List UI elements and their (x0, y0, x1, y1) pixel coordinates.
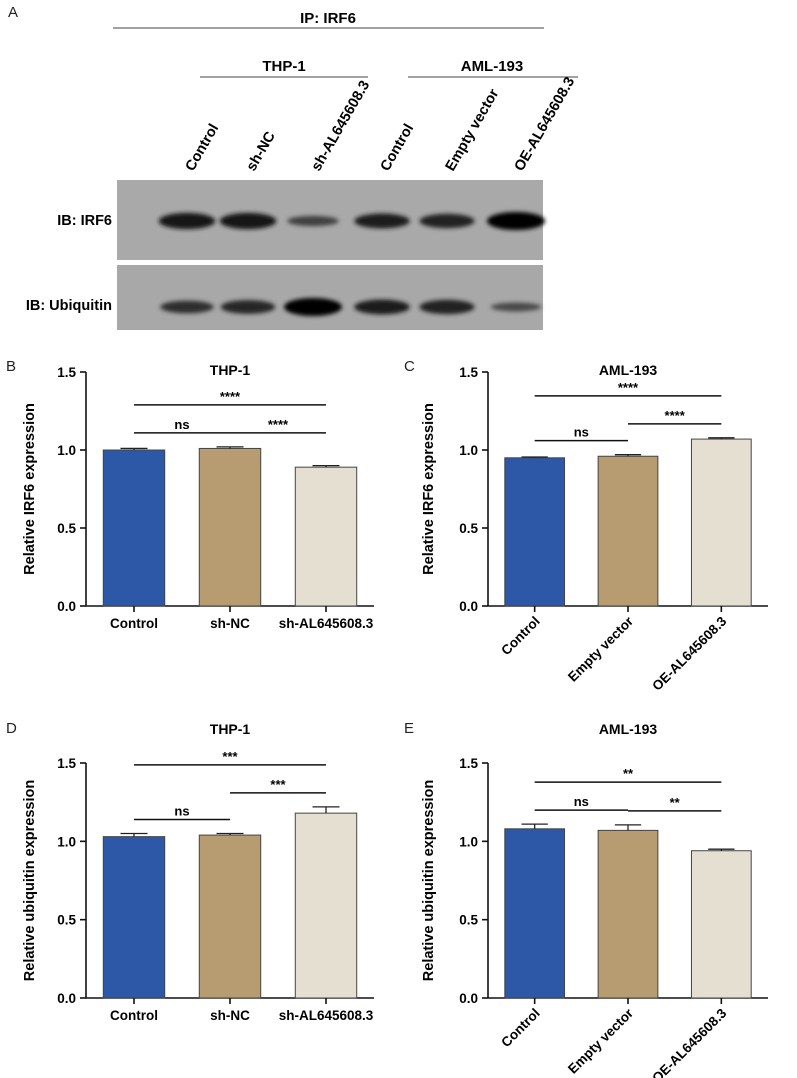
panel-label-a: A (8, 4, 19, 21)
bar (690, 850, 752, 999)
group-label-aml193: AML-193 (461, 58, 524, 75)
y-tick-label: 1.5 (459, 365, 478, 380)
category-label: Control (110, 616, 158, 631)
category-label: OE-AL645608.3 (649, 1005, 729, 1078)
lane-label: sh-AL645608.3 (309, 78, 374, 174)
bar (198, 834, 262, 999)
panel-label-c: C (404, 358, 415, 375)
bar-chart-c: AML-193 Relative IRF6 expression 0.0 0.5 1.0… (421, 362, 768, 694)
bar (198, 447, 262, 607)
y-tick-label: 1.5 (459, 756, 478, 771)
bar (504, 457, 566, 607)
category-label: sh-NC (210, 1008, 250, 1023)
category-label: Control (498, 1006, 543, 1051)
ip-title: IP: IRF6 (300, 10, 356, 27)
significance-label: ** (623, 766, 634, 781)
bar (102, 836, 166, 999)
ubiquitin-band (419, 299, 475, 315)
significance-label: **** (665, 408, 686, 423)
irf6-band (287, 215, 339, 227)
chart-title: THP-1 (210, 362, 251, 378)
bar (597, 829, 659, 999)
row-label-irf6: IB: IRF6 (57, 213, 112, 229)
row-label-ubiquitin: IB: Ubiquitin (26, 298, 112, 314)
significance-label: **** (618, 380, 639, 395)
y-tick-label: 0.0 (459, 991, 478, 1006)
panel-label-b: B (6, 358, 17, 375)
significance-label: ns (174, 417, 189, 432)
bar-chart-e: AML-193 Relative ubiquitin expression 0.0 0… (421, 721, 768, 1078)
irf6-band (354, 213, 410, 229)
y-tick-label: 0.0 (57, 991, 76, 1006)
y-tick-label: 1.0 (459, 443, 478, 458)
significance-label: ** (670, 795, 681, 810)
bar (294, 812, 358, 999)
significance-label: *** (270, 777, 286, 792)
y-tick-label: 1.0 (459, 834, 478, 849)
category-label: sh-AL645608.3 (279, 616, 374, 631)
lane-label: Empty vector (443, 86, 503, 174)
ubiquitin-band (160, 300, 214, 314)
y-tick-label: 1.0 (57, 834, 76, 849)
category-label: Control (110, 1008, 158, 1023)
category-label: Empty vector (565, 1005, 637, 1077)
category-label: Control (498, 614, 543, 659)
ubiquitin-blot-strip (117, 265, 543, 330)
significance-label: **** (220, 389, 241, 404)
y-tick-label: 1.5 (57, 756, 76, 771)
irf6-band (419, 213, 475, 229)
irf6-band (487, 212, 545, 230)
y-axis-label: Relative IRF6 expression (421, 403, 437, 575)
significance-label: **** (268, 417, 289, 432)
bar (294, 466, 358, 607)
ubiquitin-band (220, 300, 276, 314)
bar-chart-b: THP-1 Relative IRF6 expression 0.0 0.5 1.0 1.… (22, 362, 374, 631)
y-axis-label: Relative ubiquitin expression (421, 780, 437, 981)
lane-label: sh-NC (244, 129, 279, 174)
category-label: Empty vector (565, 613, 637, 685)
chart-title: AML-193 (599, 362, 658, 378)
lane-label: Control (378, 121, 418, 174)
panel-label-d: D (6, 720, 17, 737)
y-tick-label: 1.5 (57, 365, 76, 380)
bar (690, 438, 752, 607)
western-blot-panel: IP: IRF6 THP-1 AML-193 Control sh-NC sh-AL… (26, 10, 579, 330)
significance-label: *** (222, 749, 238, 764)
lane-label: OE-AL645608.3 (512, 75, 579, 174)
y-axis-label: Relative ubiquitin expression (22, 780, 38, 981)
group-label-thp1: THP-1 (262, 58, 305, 75)
bar-chart-d: THP-1 Relative ubiquitin expression 0.0 0.5… (22, 721, 374, 1023)
y-tick-label: 0.0 (459, 599, 478, 614)
panel-label-e: E (404, 720, 415, 737)
bar (504, 828, 566, 999)
significance-label: ns (174, 804, 189, 819)
bar (102, 449, 166, 607)
y-tick-label: 0.5 (459, 521, 478, 536)
ubiquitin-band (354, 299, 410, 315)
category-label: sh-AL645608.3 (279, 1008, 374, 1023)
ubiquitin-band (284, 298, 342, 316)
bar (597, 455, 659, 607)
significance-label: ns (574, 425, 589, 440)
significance-label: ns (574, 794, 589, 809)
y-tick-label: 0.0 (57, 599, 76, 614)
category-label: OE-AL645608.3 (649, 613, 729, 693)
y-tick-label: 0.5 (459, 913, 478, 928)
y-tick-label: 0.5 (57, 913, 76, 928)
lane-label: Control (183, 121, 223, 174)
chart-title: THP-1 (210, 721, 251, 737)
irf6-band (158, 212, 216, 230)
y-tick-label: 1.0 (57, 443, 76, 458)
ubiquitin-band (490, 302, 542, 312)
irf6-band (219, 212, 277, 230)
chart-title: AML-193 (599, 721, 658, 737)
y-tick-label: 0.5 (57, 521, 76, 536)
y-axis-label: Relative IRF6 expression (22, 403, 38, 575)
category-label: sh-NC (210, 616, 250, 631)
